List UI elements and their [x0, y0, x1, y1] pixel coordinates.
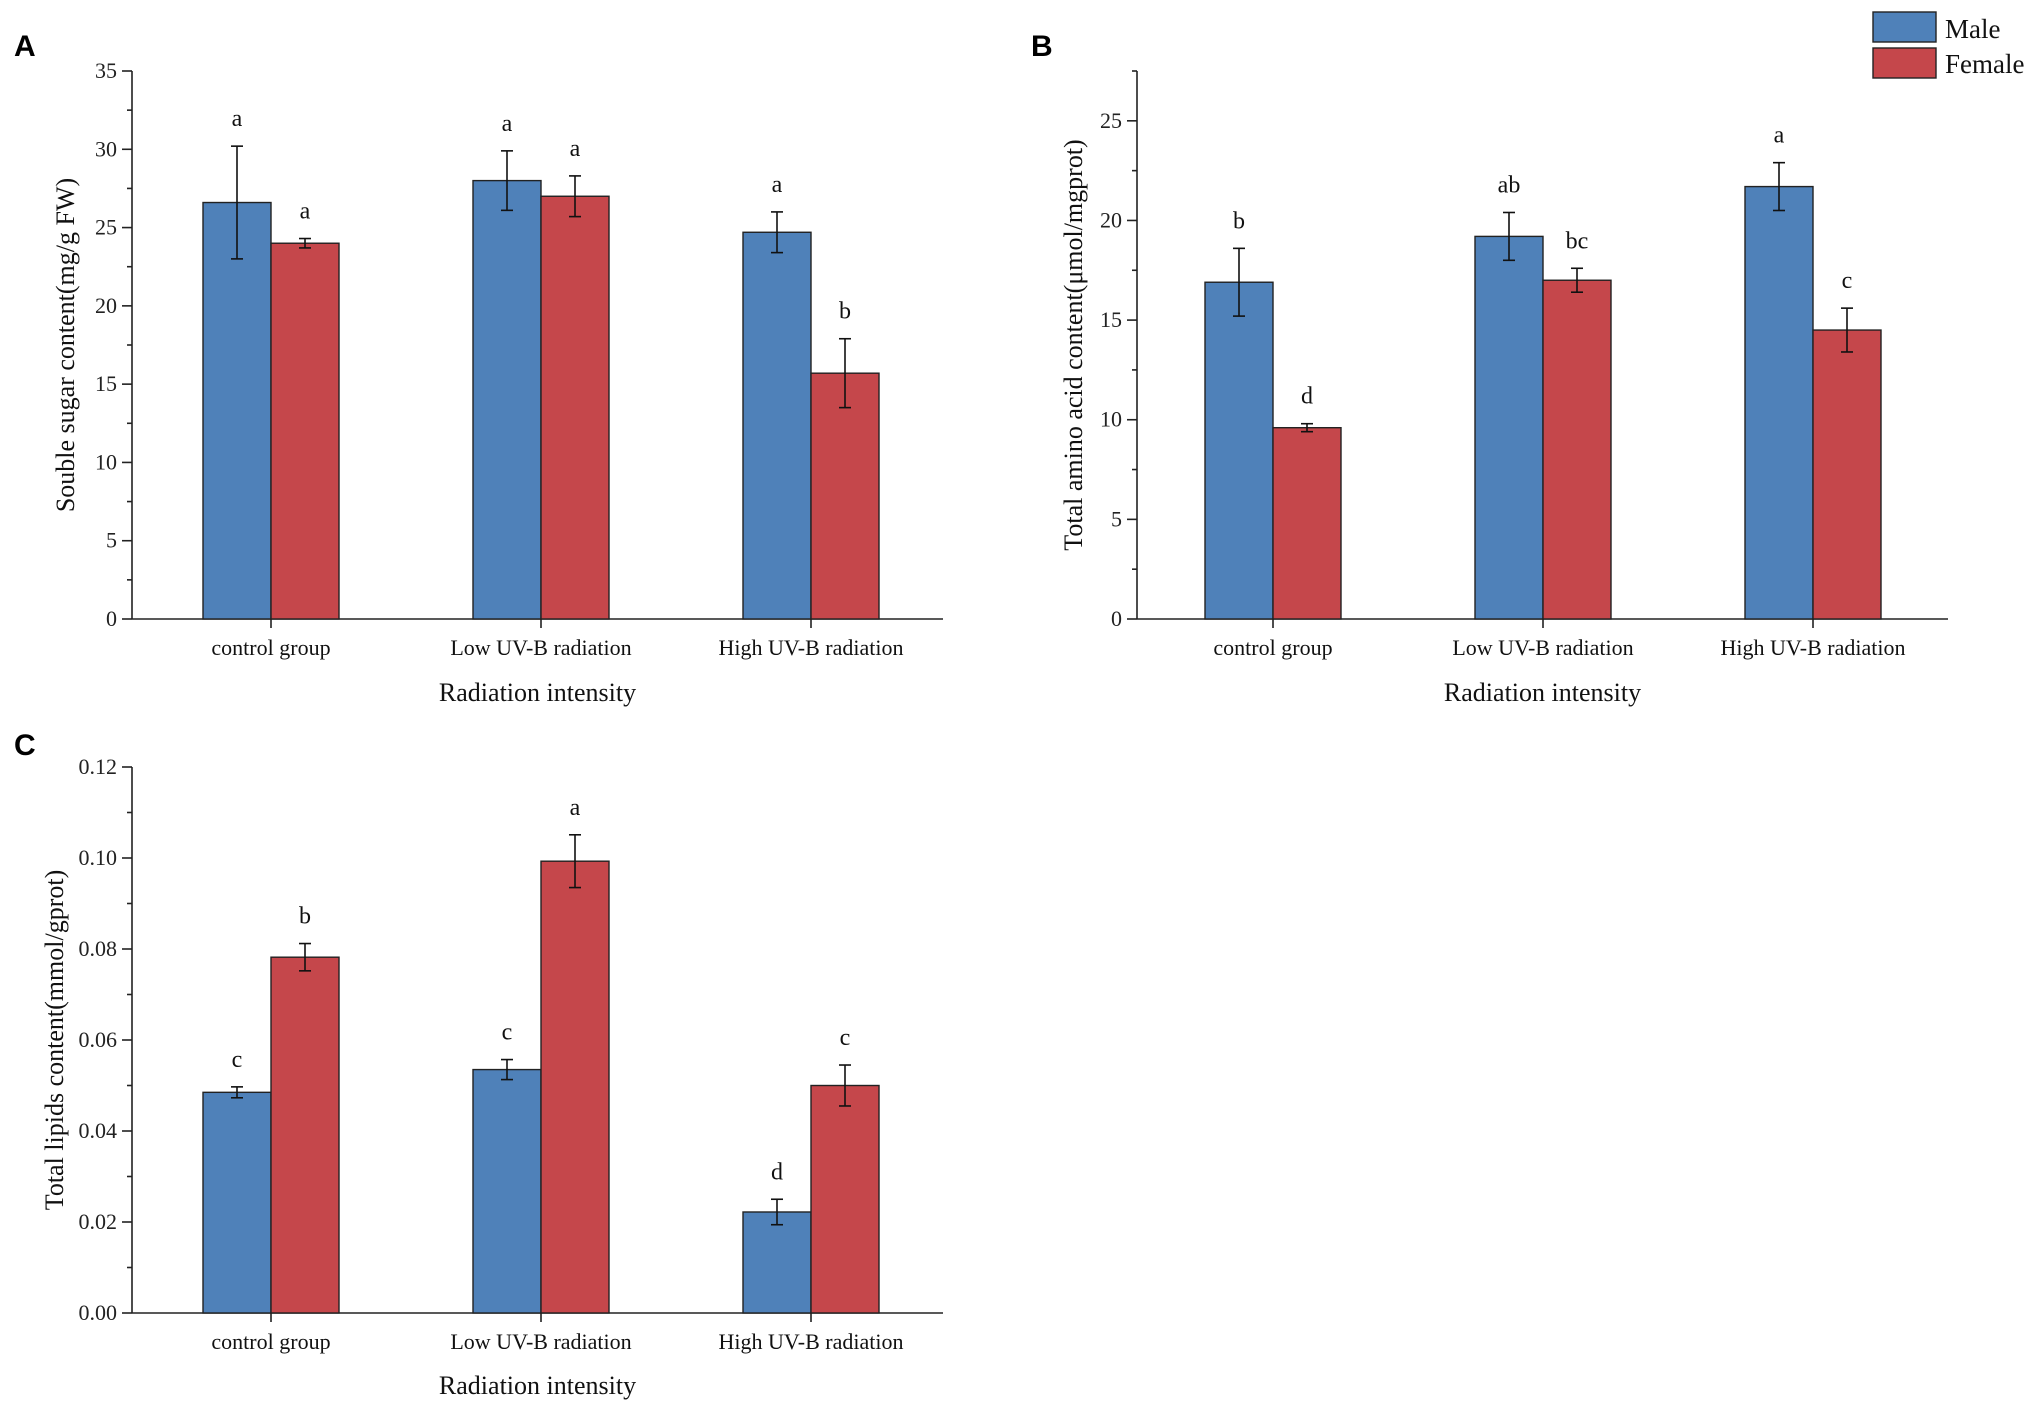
y-tick-label: 5	[106, 528, 117, 553]
panel-c: C 0.00 0.02 0.04 0.06 0.08 0.10 0.12 Total lipid…	[14, 729, 943, 1400]
x-tick-label: control group	[1213, 635, 1332, 660]
y-tick-label: 0	[1111, 606, 1122, 631]
x-axis-title: Radiation intensity	[439, 1371, 636, 1400]
significance-label-male: a	[502, 111, 513, 137]
y-tick-label: 10	[95, 449, 117, 474]
significance-label-male: c	[232, 1047, 243, 1073]
significance-label-male: a	[1774, 123, 1785, 149]
y-tick-label: 0.02	[79, 1209, 118, 1234]
panel-a: A 0 5 10 15 20 25 30 35 Souble sugar content(mg/g…	[14, 30, 943, 707]
legend: Male Female	[1872, 11, 2024, 79]
bar-male	[742, 231, 812, 620]
significance-label-female: a	[570, 136, 581, 162]
significance-label-female: b	[299, 904, 311, 930]
y-tick-label: 25	[95, 215, 117, 240]
bar-female	[270, 242, 340, 620]
significance-label-female: a	[300, 199, 311, 225]
significance-label-male: c	[502, 1020, 513, 1046]
bar-male	[472, 179, 542, 620]
significance-label-male: b	[1233, 208, 1245, 234]
significance-label-female: c	[1842, 268, 1853, 294]
bar-male	[742, 1211, 812, 1314]
significance-label-male: d	[771, 1159, 783, 1185]
significance-label-female: bc	[1566, 228, 1589, 254]
y-tick-label: 0.06	[79, 1027, 118, 1052]
panel-letter: B	[1031, 30, 1053, 63]
significance-label-female: c	[840, 1025, 851, 1051]
bar-female	[1542, 279, 1612, 620]
y-tick-label: 20	[1100, 207, 1122, 232]
bar-female	[1272, 426, 1342, 620]
significance-label-male: a	[772, 172, 783, 198]
x-axis-title: Radiation intensity	[439, 678, 636, 707]
y-tick-label: 0.08	[79, 936, 118, 961]
bar-male	[202, 201, 272, 620]
x-tick-label: High UV-B radiation	[1721, 635, 1906, 660]
y-tick-label: 20	[95, 293, 117, 318]
panel-letter: C	[14, 729, 36, 762]
y-axis-title: Total lipids content(mmol/gprot)	[40, 870, 69, 1210]
panel-b: B 0 5 10 15 20 25 Total amino acid content(μmol…	[1031, 30, 1948, 707]
legend-swatch-male	[1872, 11, 1937, 43]
x-tick-label: Low UV-B radiation	[1452, 635, 1633, 660]
bar-female	[270, 956, 340, 1314]
legend-label-male: Male	[1945, 14, 2000, 44]
x-tick-label: Low UV-B radiation	[450, 635, 631, 660]
y-tick-label: 5	[1111, 506, 1122, 531]
significance-label-female: a	[570, 795, 581, 821]
y-tick-label: 35	[95, 58, 117, 83]
significance-label-female: b	[839, 299, 851, 325]
y-tick-label: 0	[106, 606, 117, 631]
x-tick-label: High UV-B radiation	[719, 635, 904, 660]
bar-female	[810, 1084, 880, 1314]
x-axis-title: Radiation intensity	[1444, 678, 1641, 707]
bar-female	[540, 195, 610, 620]
x-tick-label: control group	[211, 635, 330, 660]
y-tick-label: 0.10	[79, 845, 118, 870]
significance-label-female: d	[1301, 384, 1313, 410]
bar-female	[810, 372, 880, 620]
bar-male	[1744, 185, 1814, 620]
y-tick-label: 10	[1100, 407, 1122, 432]
legend-swatch-female	[1872, 47, 1937, 79]
bar-male	[1204, 281, 1274, 620]
significance-label-male: ab	[1498, 172, 1521, 198]
y-axis-title: Souble sugar content(mg/g FW)	[51, 178, 80, 512]
x-tick-label: Low UV-B radiation	[450, 1329, 631, 1354]
y-tick-label: 0.04	[79, 1118, 118, 1143]
y-tick-label: 30	[95, 136, 117, 161]
y-tick-label: 0.12	[79, 754, 118, 779]
y-tick-label: 25	[1100, 108, 1122, 133]
significance-label-male: a	[232, 106, 243, 132]
bar-male	[1474, 235, 1544, 620]
y-tick-label: 0.00	[79, 1300, 118, 1325]
panel-letter: A	[14, 30, 36, 63]
x-tick-label: control group	[211, 1329, 330, 1354]
legend-label-female: Female	[1945, 49, 2024, 79]
x-tick-label: High UV-B radiation	[719, 1329, 904, 1354]
y-tick-label: 15	[1100, 307, 1122, 332]
bar-male	[202, 1091, 272, 1314]
y-axis-title: Total amino acid content(μmol/mgprot)	[1059, 139, 1088, 550]
bar-female	[1812, 329, 1882, 620]
bar-male	[472, 1068, 542, 1314]
bar-female	[540, 860, 610, 1314]
y-tick-label: 15	[95, 371, 117, 396]
